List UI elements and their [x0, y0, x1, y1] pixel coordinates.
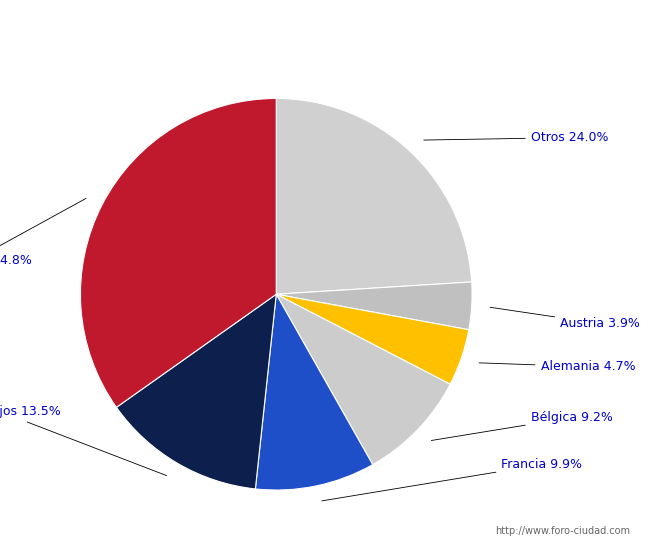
Text: Otros 24.0%: Otros 24.0% — [424, 131, 608, 144]
Text: Bélgica 9.2%: Bélgica 9.2% — [432, 411, 613, 441]
Text: Reino Unido 34.8%: Reino Unido 34.8% — [0, 199, 86, 267]
Text: http://www.foro-ciudad.com: http://www.foro-ciudad.com — [495, 526, 630, 536]
Text: Países Bajos 13.5%: Países Bajos 13.5% — [0, 405, 166, 476]
Wedge shape — [276, 282, 472, 330]
Text: Austria 3.9%: Austria 3.9% — [490, 307, 640, 330]
Wedge shape — [255, 294, 372, 490]
Wedge shape — [276, 294, 469, 384]
Text: Monóvar/Monòver - Turistas extranjeros según país - Abril de 2024: Monóvar/Monòver - Turistas extranjeros s… — [94, 16, 556, 31]
Text: Francia 9.9%: Francia 9.9% — [322, 458, 582, 501]
Wedge shape — [81, 98, 276, 408]
Text: Alemania 4.7%: Alemania 4.7% — [479, 360, 635, 373]
Wedge shape — [276, 98, 472, 294]
Wedge shape — [276, 294, 450, 465]
Wedge shape — [116, 294, 276, 489]
